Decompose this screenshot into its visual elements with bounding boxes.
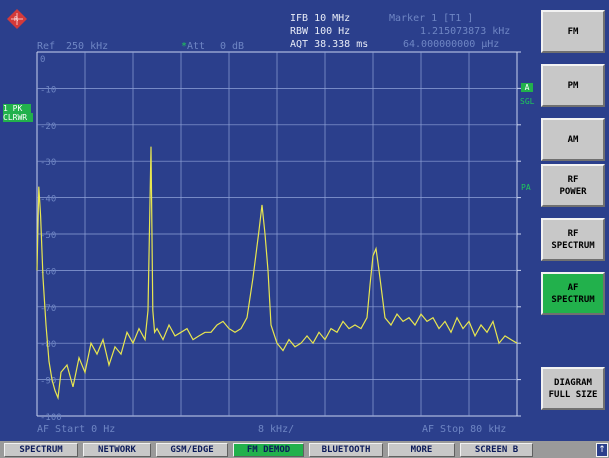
hotkey-more[interactable]: MORE <box>388 443 455 457</box>
af-stop-label: AF Stop 80 kHz <box>422 424 507 435</box>
up-arrow-icon[interactable]: ↑ <box>596 443 608 457</box>
y-tick-label: -70 <box>40 304 56 314</box>
svg-text:R: R <box>14 16 18 23</box>
hotkey-fm-demod[interactable]: FM DEMOD <box>233 443 304 457</box>
y-tick-label: -90 <box>40 377 56 387</box>
y-tick-label: -100 <box>40 413 62 423</box>
softkey-rf-power[interactable]: RF POWER <box>541 164 605 207</box>
hotkey-spectrum[interactable]: SPECTRUM <box>4 443 78 457</box>
y-tick-label: 0 <box>40 55 45 65</box>
marker-frequency: 1.215073873 kHz <box>420 26 511 37</box>
softkey-af-spectrum[interactable]: AF SPECTRUM <box>541 272 605 315</box>
trace-mode-label: 1 PK <box>3 104 31 113</box>
y-tick-label: -60 <box>40 267 56 277</box>
trace-line <box>36 146 518 401</box>
rbw-value: RBW 100 Hz <box>290 26 351 37</box>
rohde-schwarz-logo: R <box>7 9 27 29</box>
softkey-pm[interactable]: PM <box>541 64 605 107</box>
softkey-diagram-full-size[interactable]: DIAGRAM FULL SIZE <box>541 367 605 410</box>
y-tick-label: -50 <box>40 231 56 241</box>
softkey-fm[interactable]: FM <box>541 10 605 53</box>
att-value: 0 dB <box>220 41 245 52</box>
screen-a-badge: A <box>521 83 533 92</box>
hotkey-bluetooth[interactable]: BLUETOOTH <box>309 443 383 457</box>
y-tick-label: -10 <box>40 85 56 95</box>
preamp-label: PA <box>521 183 531 192</box>
aqt-value: AQT 38.338 ms <box>290 39 369 50</box>
hotkey-screen-b[interactable]: SCREEN B <box>460 443 533 457</box>
single-sweep-label: SGL <box>520 97 535 106</box>
y-tick-label: -40 <box>40 195 56 205</box>
softkey-rf-spectrum[interactable]: RF SPECTRUM <box>541 218 605 261</box>
y-tick-label: -30 <box>40 158 56 168</box>
att-label: Att <box>187 41 206 52</box>
span-per-div-label: 8 kHz/ <box>258 424 295 435</box>
hotkey-bar <box>0 441 609 458</box>
softkey-am[interactable]: AM <box>541 118 605 161</box>
trace-clear-label: CLRWR <box>3 113 33 122</box>
marker-level: 64.000000000 µHz <box>403 39 500 50</box>
y-tick-label: -20 <box>40 122 56 132</box>
marker-title: Marker 1 [T1 ] <box>389 13 474 24</box>
af-start-label: AF Start 0 Hz <box>37 424 116 435</box>
plot-grid <box>36 51 521 417</box>
hotkey-network[interactable]: NETWORK <box>83 443 151 457</box>
ref-value: 250 kHz <box>66 41 109 52</box>
ifb-value: IFB 10 MHz <box>290 13 351 24</box>
y-tick-labels: 0-10-20-30-40-50-60-70-80-90-100 <box>40 55 62 423</box>
ref-label: Ref <box>37 41 56 52</box>
hotkey-gsm-edge[interactable]: GSM/EDGE <box>156 443 228 457</box>
att-uncoupled-marker: * <box>181 41 188 52</box>
